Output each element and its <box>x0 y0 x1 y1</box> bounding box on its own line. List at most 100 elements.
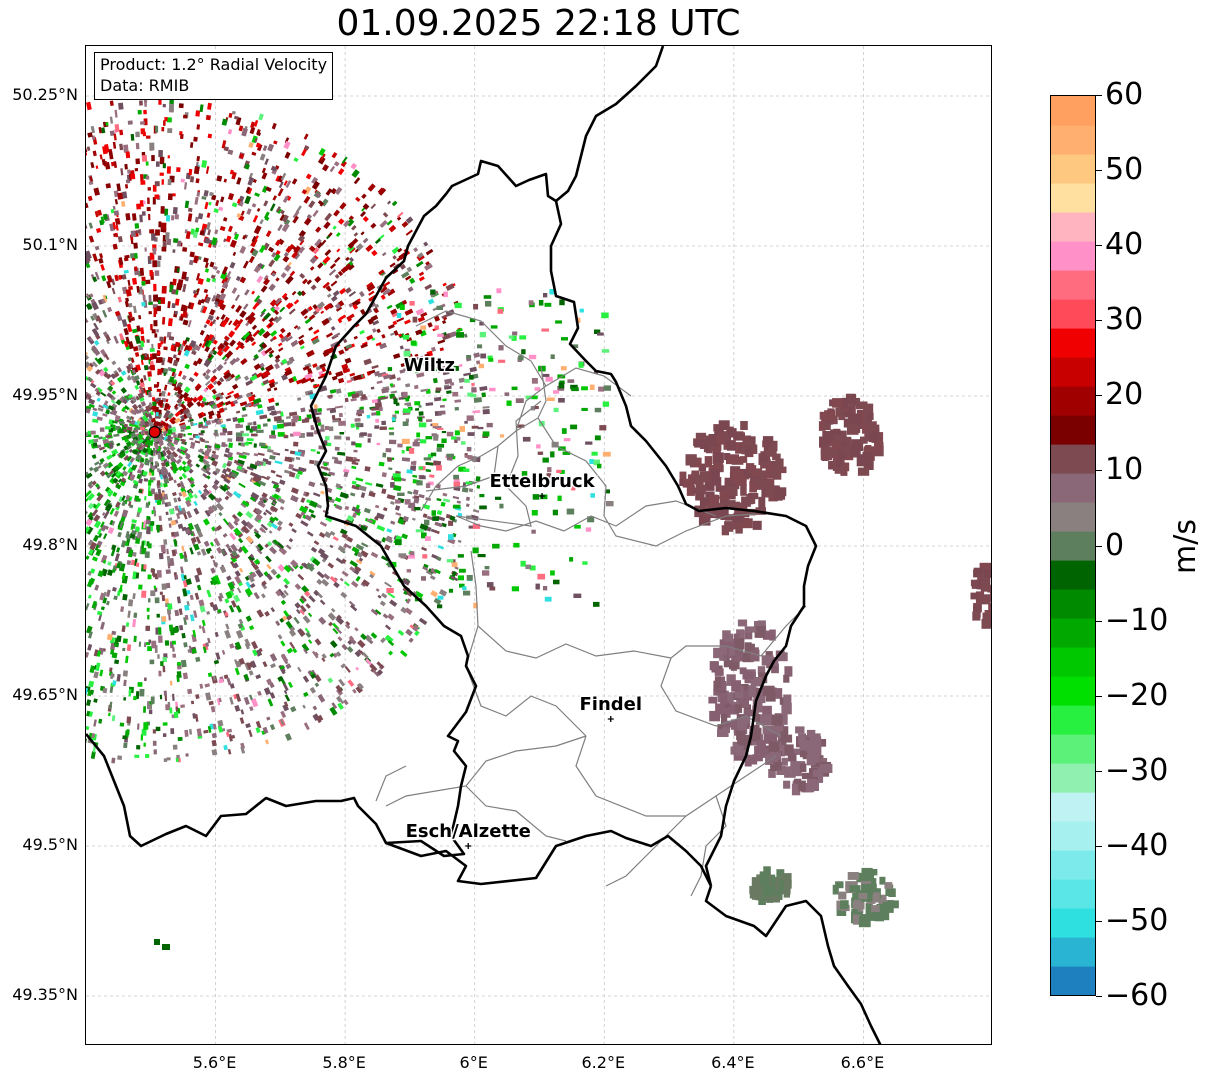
echo-pixel <box>461 487 469 493</box>
echo-pixel <box>362 215 369 223</box>
echo-pixel <box>143 421 150 428</box>
echo-pixel <box>123 269 129 274</box>
echo-pixel <box>180 490 188 498</box>
echo-pixel <box>280 272 287 279</box>
echo-pixel <box>98 718 103 724</box>
echo-pixel <box>244 332 253 341</box>
echo-pixel <box>245 615 252 622</box>
echo-pixel <box>165 704 170 711</box>
radar-map-panel[interactable]: Wiltz Ettelbruck Findel Esch/Alzette <box>85 45 992 1045</box>
echo-pixel <box>365 658 373 666</box>
echo-pixel <box>158 300 162 305</box>
echo-pixel <box>106 472 112 478</box>
echo-pixel <box>166 548 169 555</box>
echo-pixel <box>150 569 155 573</box>
echo-pixel <box>152 465 155 471</box>
echo-pixel <box>144 439 150 446</box>
echo-pixel <box>260 523 268 531</box>
echo-pixel <box>382 212 389 218</box>
echo-pixel <box>121 406 127 413</box>
echo-pixel <box>153 447 156 453</box>
echo-pixel <box>100 298 105 304</box>
echo-pixel <box>251 151 257 156</box>
echo-pixel <box>330 341 339 348</box>
echo-pixel <box>243 375 250 381</box>
echo-pixel <box>108 427 114 433</box>
echo-pixel <box>276 423 284 429</box>
echo-pixel <box>151 343 154 350</box>
echo-pixel <box>152 405 157 412</box>
echo-pixel <box>203 388 208 393</box>
echo-pixel <box>137 109 142 115</box>
echo-pixel <box>399 649 408 658</box>
echo-pixel <box>198 432 204 436</box>
echo-pixel <box>218 292 227 302</box>
echo-pixel <box>112 221 117 230</box>
echo-pixel <box>227 451 233 458</box>
echo-pixel <box>306 432 314 437</box>
echo-pixel <box>242 235 247 240</box>
echo-pixel <box>335 616 345 625</box>
echo-pixel <box>335 684 343 693</box>
echo-pixel <box>259 442 266 447</box>
echo-pixel <box>228 330 235 338</box>
echo-pixel <box>132 305 137 314</box>
echo-pixel <box>158 670 162 677</box>
echo-pixel <box>225 394 232 400</box>
echo-pixel <box>311 180 320 190</box>
echo-pixel <box>217 608 222 613</box>
echo-pixel <box>106 274 113 283</box>
echo-pixel <box>304 514 312 522</box>
echo-pixel <box>381 252 387 257</box>
echo-pixel <box>171 432 176 435</box>
echo-pixel <box>134 266 138 272</box>
echo-pixel <box>308 508 315 514</box>
echo-pixel <box>303 133 309 140</box>
echo-pixel <box>275 487 281 493</box>
echo-pixel <box>192 629 197 638</box>
echo-pixel <box>376 669 384 676</box>
echo-pixel <box>214 467 221 474</box>
echo-pixel <box>99 253 104 259</box>
echo-pixel <box>350 398 357 402</box>
echo-pixel <box>199 605 206 613</box>
echo-pixel <box>158 413 163 419</box>
echo-pixel <box>367 183 376 192</box>
echo-pixel <box>346 646 354 653</box>
echo-pixel <box>204 268 210 273</box>
echo-pixel <box>440 501 446 507</box>
echo-pixel <box>178 455 183 460</box>
echo-pixel <box>118 102 124 110</box>
echo-pixel <box>359 550 369 558</box>
echo-pixel <box>161 285 167 294</box>
echo-pixel <box>184 465 191 472</box>
echo-pixel <box>208 239 213 244</box>
echo-pixel <box>375 418 380 423</box>
echo-pixel <box>262 458 269 463</box>
echo-pixel <box>179 423 187 428</box>
echo-pixel <box>362 652 369 659</box>
echo-pixel <box>86 471 90 478</box>
echo-pixel <box>205 114 211 121</box>
echo-pixel <box>227 128 233 135</box>
echo-pixel <box>102 462 109 469</box>
echo-pixel <box>206 222 211 231</box>
echo-pixel <box>425 248 434 256</box>
echo-pixel <box>130 523 135 531</box>
echo-pixel <box>239 717 245 724</box>
echo-pixel <box>285 359 293 366</box>
echo-pixel <box>212 265 218 271</box>
echo-pixel <box>286 614 293 621</box>
echo-pixel <box>308 314 316 321</box>
echo-pixel <box>179 344 185 351</box>
echo-pixel <box>177 507 184 516</box>
echo-pixel <box>397 247 403 253</box>
echo-pixel <box>311 176 319 185</box>
echo-pixel <box>194 592 200 600</box>
echo-pixel <box>112 491 118 498</box>
echo-pixel <box>252 178 257 183</box>
echo-pixel <box>203 257 209 263</box>
echo-pixel <box>209 261 215 268</box>
echo-pixel <box>391 268 399 275</box>
echo-pixel <box>211 349 218 356</box>
